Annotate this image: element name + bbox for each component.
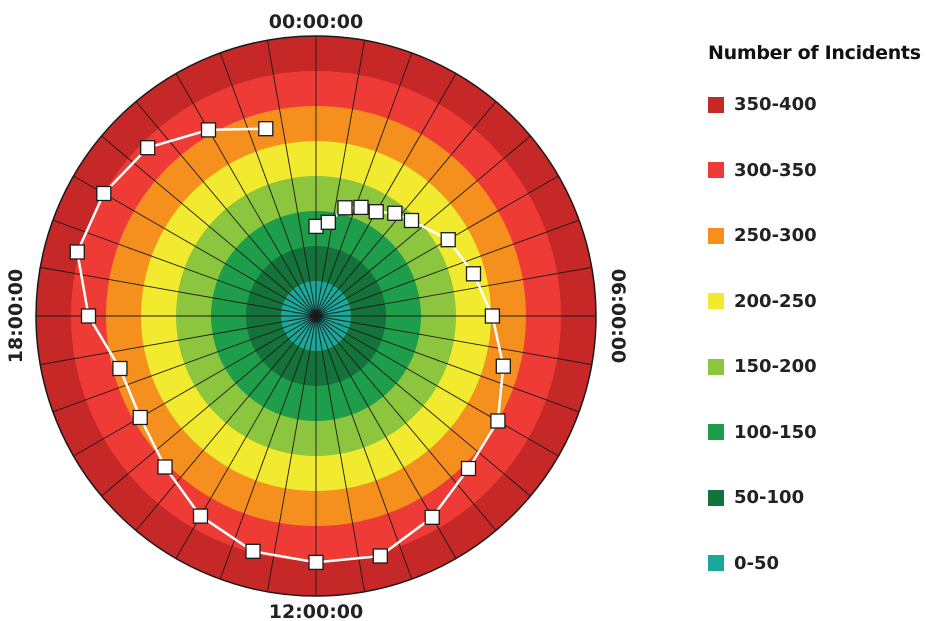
data-point-marker [495,358,511,374]
legend-item: 150-200 [708,356,817,377]
data-point-marker [69,244,85,260]
data-point-marker [372,548,388,564]
time-label-left: 18:00:00 [5,269,27,364]
spoke-line [315,40,366,317]
spoke-line [175,73,317,317]
legend-swatch [708,293,724,309]
data-point-marker [387,205,403,221]
legend-swatch [708,555,724,571]
legend-swatch [708,489,724,506]
outer-border [35,35,597,597]
spoke-line [315,315,559,457]
data-point-marker [80,308,97,324]
data-point-marker [112,360,128,377]
legend-title: Number of Incidents [708,42,921,64]
spoke-line [101,135,317,317]
spoke-line [315,315,366,592]
data-point-marker [245,543,261,559]
data-point-marker [157,459,173,475]
data-point-marker [192,508,209,524]
legend-label: 350-400 [734,94,817,115]
spoke-line [315,315,592,366]
incident-series [69,121,511,571]
legend-item: 350-400 [708,94,817,115]
data-point-marker [200,122,217,138]
spoke-line [135,315,317,531]
spoke-line [52,219,317,317]
spoke-line [219,315,317,580]
data-point-marker [484,308,501,324]
spoke-line [135,101,317,317]
spoke-line [315,101,497,317]
spoke-line [315,315,413,580]
legend-swatch [708,424,724,440]
data-point-marker [132,409,148,426]
spoke-line [40,315,317,366]
spoke-line [219,52,317,317]
spoke-line [266,315,317,592]
data-point-marker [96,185,112,202]
data-point-marker [460,460,477,477]
spoke-line [40,266,317,317]
legend: Number of Incidents 350-400 300-350 250-30… [708,42,952,574]
legend-label: 100-150 [734,421,817,443]
spoke-line [266,40,317,317]
legend-swatch [708,358,724,375]
spoke-line [315,315,497,531]
legend-label: 300-350 [734,159,817,181]
legend-item: 300-350 [708,160,817,181]
legend-item: 100-150 [708,422,817,443]
legend-swatch [708,96,724,113]
time-label-top: 00:00:00 [269,11,364,33]
legend-label: 200-250 [734,290,817,312]
data-point-marker [308,554,324,571]
legend-label: 250-300 [734,225,817,246]
spoke-line [101,315,317,497]
data-point-marker [320,214,336,230]
time-label-bottom: 12:00:00 [269,601,364,621]
spoke-line [315,73,457,317]
spoke-line [73,315,317,457]
legend-swatch [708,162,724,178]
legend-label: 50-100 [734,487,805,508]
data-point-marker [258,121,274,137]
time-label-right: 06:00:00 [607,269,629,364]
spoke-line [315,219,580,317]
legend-item: 200-250 [708,291,817,312]
data-point-marker [140,140,156,156]
data-point-marker [490,413,506,429]
legend-item: 0-50 [708,553,779,574]
spoke-line [52,315,317,413]
legend-item: 250-300 [708,225,817,246]
spoke-line [315,266,592,317]
spoke-line [73,175,317,317]
radial-chart: 00:00:00 06:00:00 12:00:00 18:00:00 [5,11,629,621]
legend-item: 50-100 [708,487,804,508]
legend-label: 0-50 [734,552,780,574]
data-point-marker [424,509,440,525]
spoke-line [315,175,559,317]
spoke-line [315,315,580,413]
spoke-lines [35,35,597,597]
legend-label: 150-200 [734,356,817,377]
data-point-marker [465,266,482,282]
data-point-marker [353,199,369,216]
data-point-marker [368,204,384,220]
spoke-line [315,315,531,497]
data-point-marker [403,212,420,229]
legend-swatch [708,227,724,244]
spoke-line [315,52,413,317]
data-point-marker [337,200,353,216]
data-point-marker [440,232,456,248]
